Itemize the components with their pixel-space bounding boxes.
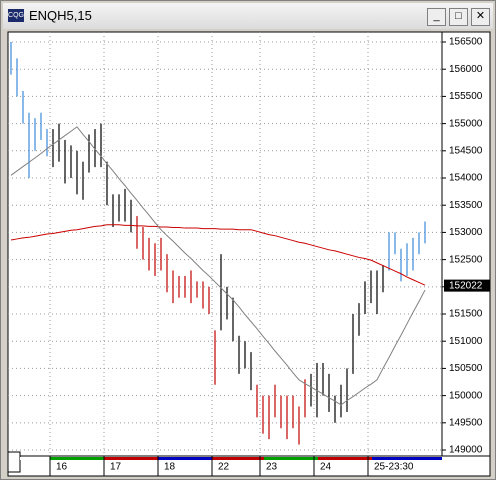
session-strip bbox=[212, 457, 264, 460]
close-button[interactable]: ✕ bbox=[471, 8, 490, 26]
session-strip bbox=[20, 457, 50, 460]
session-strip bbox=[264, 457, 318, 460]
y-tick-label: 153500 bbox=[449, 200, 483, 211]
y-tick-label: 153000 bbox=[449, 227, 483, 238]
x-tick-label: 23 bbox=[266, 462, 278, 473]
y-tick-label: 156500 bbox=[449, 37, 483, 48]
x-tick-label: 17 bbox=[110, 462, 122, 473]
y-tick-label: 151000 bbox=[449, 336, 483, 347]
session-strip bbox=[158, 457, 212, 460]
last-price-box bbox=[444, 279, 490, 292]
y-tick-label: 155500 bbox=[449, 91, 483, 102]
x-tick-label: 25-23:30 bbox=[374, 462, 414, 473]
y-tick-label: 150500 bbox=[449, 363, 483, 374]
y-tick-label: 154000 bbox=[449, 173, 483, 184]
window-title: ENQH5,15 bbox=[29, 8, 92, 23]
app-icon: CQG bbox=[8, 9, 24, 22]
y-tick-label: 155000 bbox=[449, 118, 483, 129]
session-strip bbox=[50, 457, 104, 460]
session-strip bbox=[318, 457, 372, 460]
minimize-button[interactable]: _ bbox=[427, 8, 446, 26]
session-strip bbox=[104, 457, 158, 460]
y-tick-label: 150000 bbox=[449, 390, 483, 401]
y-tick-label: 151500 bbox=[449, 309, 483, 320]
y-tick-label: 154500 bbox=[449, 145, 483, 156]
moving-average bbox=[10, 224, 426, 286]
x-tick-label: 22 bbox=[218, 462, 230, 473]
moving-average bbox=[10, 126, 426, 406]
y-tick-label: 156000 bbox=[449, 64, 483, 75]
price-axis bbox=[441, 31, 491, 457]
y-tick-label: 152500 bbox=[449, 254, 483, 265]
x-tick-label: 24 bbox=[320, 462, 332, 473]
last-price-label: 152022 bbox=[449, 280, 483, 291]
session-strip bbox=[372, 457, 442, 460]
y-tick-label: 149500 bbox=[449, 417, 483, 428]
scroll-box[interactable] bbox=[7, 451, 21, 473]
x-tick-label: 18 bbox=[164, 462, 176, 473]
x-tick-label: 16 bbox=[56, 462, 68, 473]
title-bar: CQG ENQH5,15 _ □ ✕ bbox=[3, 3, 493, 29]
plot-area bbox=[7, 31, 443, 457]
y-tick-label: 149000 bbox=[449, 445, 483, 456]
maximize-button[interactable]: □ bbox=[449, 8, 468, 26]
